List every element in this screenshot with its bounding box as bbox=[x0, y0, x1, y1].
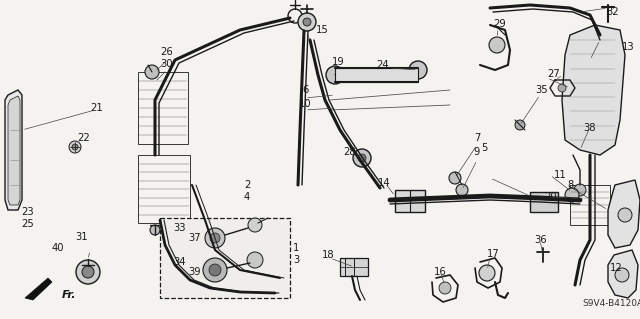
Text: 9: 9 bbox=[474, 147, 480, 157]
Circle shape bbox=[439, 282, 451, 294]
Circle shape bbox=[82, 266, 94, 278]
Circle shape bbox=[409, 61, 427, 79]
Circle shape bbox=[248, 218, 262, 232]
Text: 39: 39 bbox=[189, 267, 202, 277]
Text: 26: 26 bbox=[161, 47, 173, 57]
Text: 2: 2 bbox=[244, 180, 250, 190]
Circle shape bbox=[615, 268, 629, 282]
Bar bbox=[138, 155, 190, 223]
Text: 33: 33 bbox=[173, 223, 186, 233]
Text: 14: 14 bbox=[378, 178, 390, 188]
Polygon shape bbox=[608, 180, 640, 248]
Circle shape bbox=[449, 172, 461, 184]
Bar bbox=[335, 68, 418, 82]
Text: 12: 12 bbox=[610, 263, 622, 273]
Text: 15: 15 bbox=[316, 25, 328, 35]
Circle shape bbox=[150, 225, 160, 235]
Text: 11: 11 bbox=[554, 170, 566, 180]
Text: 27: 27 bbox=[548, 69, 561, 79]
Circle shape bbox=[69, 141, 81, 153]
Text: 18: 18 bbox=[322, 250, 334, 260]
Text: 38: 38 bbox=[584, 123, 596, 133]
Polygon shape bbox=[5, 90, 22, 210]
Text: 16: 16 bbox=[434, 267, 446, 277]
Text: 7: 7 bbox=[474, 133, 480, 143]
Text: 5: 5 bbox=[481, 143, 487, 153]
Circle shape bbox=[209, 264, 221, 276]
Text: 22: 22 bbox=[77, 133, 90, 143]
Bar bbox=[138, 72, 188, 144]
Circle shape bbox=[489, 37, 505, 53]
Text: 37: 37 bbox=[189, 233, 202, 243]
Text: 31: 31 bbox=[76, 232, 88, 242]
Circle shape bbox=[145, 65, 159, 79]
Bar bbox=[530, 192, 558, 212]
Circle shape bbox=[558, 84, 566, 92]
Text: 34: 34 bbox=[173, 257, 186, 267]
Circle shape bbox=[326, 66, 344, 84]
Text: 20: 20 bbox=[545, 192, 557, 202]
Text: 21: 21 bbox=[91, 103, 104, 113]
Circle shape bbox=[210, 233, 220, 243]
Circle shape bbox=[76, 260, 100, 284]
Bar bbox=[160, 218, 290, 298]
Text: 10: 10 bbox=[299, 99, 311, 109]
Circle shape bbox=[565, 188, 579, 202]
Text: 17: 17 bbox=[486, 249, 499, 259]
Polygon shape bbox=[562, 25, 625, 155]
Text: 8: 8 bbox=[567, 180, 573, 190]
Text: 1: 1 bbox=[293, 243, 299, 253]
Text: 6: 6 bbox=[302, 85, 308, 95]
Text: 28: 28 bbox=[344, 147, 356, 157]
Text: 29: 29 bbox=[493, 19, 506, 29]
Text: Fr.: Fr. bbox=[62, 290, 77, 300]
Bar bbox=[395, 190, 425, 212]
Text: 23: 23 bbox=[22, 207, 35, 217]
Text: 32: 32 bbox=[607, 7, 620, 17]
Circle shape bbox=[72, 144, 78, 150]
Text: 25: 25 bbox=[22, 219, 35, 229]
Polygon shape bbox=[608, 250, 638, 298]
Circle shape bbox=[618, 208, 632, 222]
Polygon shape bbox=[25, 278, 52, 300]
Text: 19: 19 bbox=[332, 57, 344, 67]
Text: 13: 13 bbox=[621, 42, 634, 52]
Text: 40: 40 bbox=[52, 243, 64, 253]
Circle shape bbox=[353, 149, 371, 167]
Text: 36: 36 bbox=[534, 235, 547, 245]
Circle shape bbox=[247, 252, 263, 268]
Text: 30: 30 bbox=[161, 59, 173, 69]
Bar bbox=[570, 185, 610, 225]
Circle shape bbox=[298, 13, 316, 31]
Text: 4: 4 bbox=[244, 192, 250, 202]
Circle shape bbox=[515, 120, 525, 130]
Circle shape bbox=[456, 184, 468, 196]
Text: 24: 24 bbox=[377, 60, 389, 70]
Circle shape bbox=[203, 258, 227, 282]
Circle shape bbox=[303, 18, 311, 26]
Circle shape bbox=[574, 184, 586, 196]
Text: 35: 35 bbox=[536, 85, 548, 95]
Polygon shape bbox=[8, 96, 20, 205]
Circle shape bbox=[205, 228, 225, 248]
Bar bbox=[340, 258, 368, 276]
Text: 3: 3 bbox=[293, 255, 299, 265]
Circle shape bbox=[358, 154, 366, 162]
Text: S9V4-B4120A: S9V4-B4120A bbox=[582, 299, 640, 308]
Circle shape bbox=[479, 265, 495, 281]
